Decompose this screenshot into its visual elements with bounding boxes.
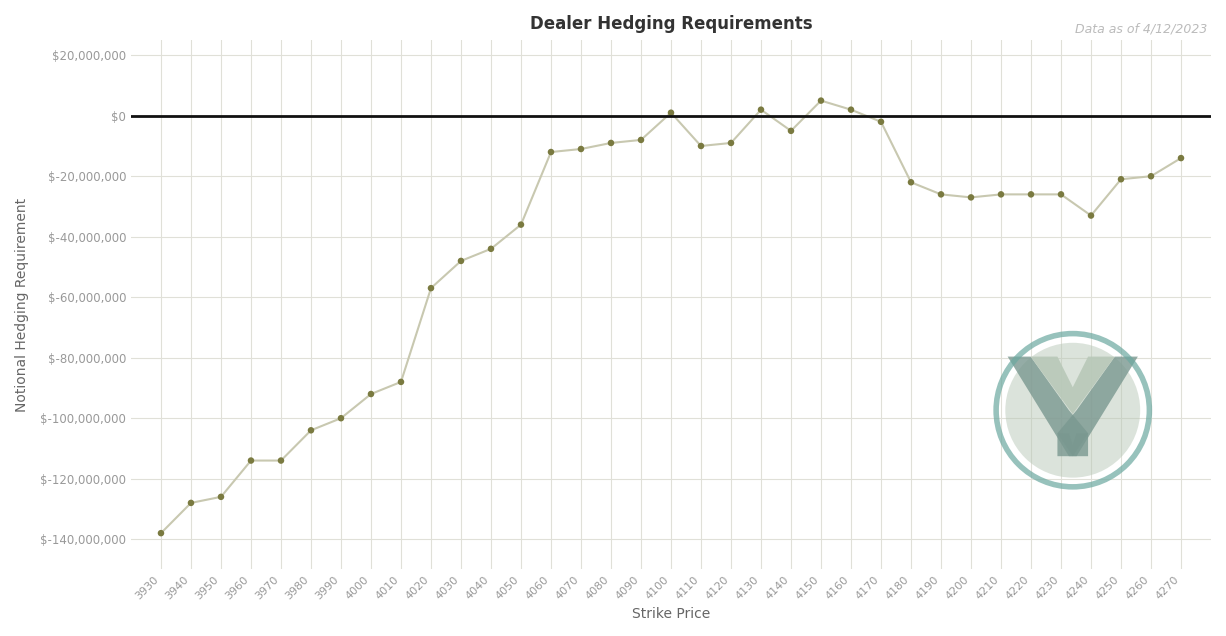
Point (1141, 171, 1161, 181)
Point (571, 144, 591, 154)
Point (661, 107, 680, 118)
Point (541, 147, 560, 157)
Circle shape (1005, 343, 1140, 478)
Polygon shape (1031, 357, 1114, 414)
Point (631, 135, 651, 145)
Point (331, 413, 351, 424)
Point (151, 528, 170, 538)
Point (991, 190, 1010, 200)
Point (752, 104, 771, 114)
Y-axis label: Notional Hedging Requirement: Notional Hedging Requirement (15, 198, 29, 412)
Point (721, 138, 741, 148)
Point (211, 492, 230, 502)
Point (872, 116, 891, 127)
Point (271, 455, 291, 466)
Point (1171, 153, 1190, 163)
Point (901, 177, 921, 188)
Point (481, 244, 500, 254)
Point (511, 219, 531, 230)
Title: Dealer Hedging Requirements: Dealer Hedging Requirements (530, 15, 813, 33)
Point (601, 138, 620, 148)
X-axis label: Strike Price: Strike Price (631, 607, 710, 621)
Point (302, 425, 321, 436)
Point (242, 455, 261, 466)
Point (181, 498, 201, 508)
Point (422, 283, 441, 293)
Text: Data as of 4/12/2023: Data as of 4/12/2023 (1075, 22, 1208, 35)
Point (1051, 190, 1070, 200)
Polygon shape (1057, 433, 1089, 456)
Point (1111, 174, 1130, 184)
Point (781, 126, 801, 136)
Point (691, 141, 711, 151)
Point (1081, 211, 1101, 221)
Point (391, 377, 411, 387)
Point (841, 104, 861, 114)
Polygon shape (1057, 357, 1138, 456)
Point (451, 256, 471, 266)
Point (961, 192, 981, 202)
Point (362, 389, 381, 399)
Point (812, 95, 831, 106)
Point (1021, 190, 1041, 200)
Polygon shape (1008, 357, 1089, 456)
Point (932, 190, 951, 200)
